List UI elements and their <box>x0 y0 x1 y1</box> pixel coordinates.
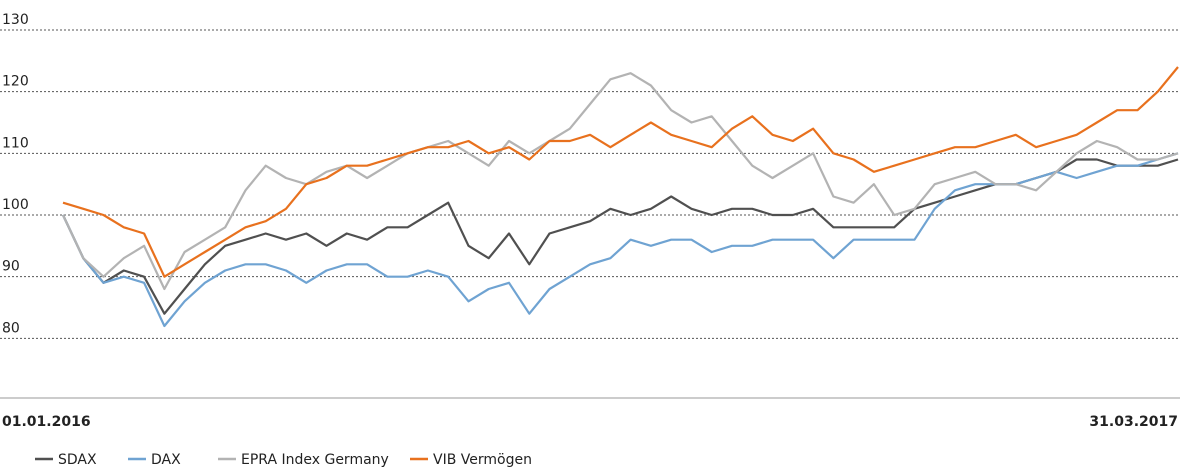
y-tick-label: 110 <box>2 135 29 151</box>
y-tick-label: 90 <box>2 259 20 275</box>
legend-label: EPRA Index Germany <box>241 452 389 468</box>
y-tick-label: 100 <box>2 197 29 213</box>
y-tick-label: 130 <box>2 12 29 28</box>
y-tick-label: 80 <box>2 320 20 336</box>
legend-label: VIB Vermögen <box>433 452 532 468</box>
legend-label: SDAX <box>58 452 97 468</box>
series-line <box>62 152 1179 328</box>
series-line <box>62 66 1179 278</box>
x-tick-label: 31.03.2017 <box>1089 414 1178 430</box>
y-tick-label: 120 <box>2 74 29 90</box>
series-line <box>62 72 1179 291</box>
x-tick-label: 01.01.2016 <box>2 414 91 430</box>
legend-label: DAX <box>151 452 181 468</box>
